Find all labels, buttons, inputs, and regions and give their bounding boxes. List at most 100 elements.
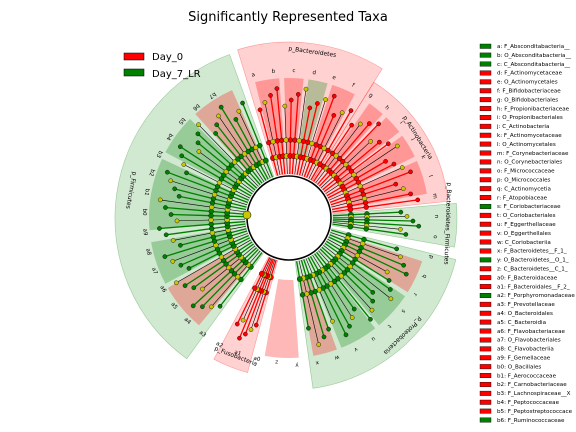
key-entry: o: F_Micrococcaceae [497,169,555,175]
tree-branch [184,259,224,287]
key-swatch [479,97,492,103]
tree-branch [284,106,287,141]
leaf-node [330,318,335,324]
key-swatch [479,239,492,245]
key-entry: r: F_Atopobiaceae [497,195,548,201]
ring-code-label: m [431,193,438,199]
tree-branch [289,100,292,141]
key-entry: h: F_Propionibacteriaceae [497,106,570,112]
tree-branch [314,291,330,330]
leaf-node [233,117,239,122]
tree-node [208,217,214,223]
leaf-node [398,209,404,215]
tree-branch [241,102,261,146]
tree-node [292,137,298,143]
key-swatch [479,266,492,272]
legend-swatch-day-7-lr [123,68,145,77]
key-swatch [479,159,492,165]
key-swatch [479,177,492,183]
key-entry: b1: F_Aerococcaceae [497,373,557,379]
ring-code-label: b4 [164,132,173,142]
leaf-node [393,181,399,187]
tree-branch [364,188,404,199]
key-entry: y: O_Bacteroidetes__O_1_ [497,258,569,264]
key-entry: a7: O_Flavobacteriales [497,338,561,344]
tree-branch [311,99,326,144]
key-swatch [479,346,492,352]
leaf-node [268,93,273,98]
leaf-node [174,218,180,224]
tree-branch [276,88,283,141]
tree-branch [323,112,343,149]
tree-branch [177,219,212,222]
leaf-node [343,332,349,338]
tree-branch [337,278,371,320]
ring-code-label: y [294,362,298,368]
key-swatch [479,319,492,325]
leaf-node [385,141,391,147]
key-swatch [479,382,492,387]
tree-branch [366,211,401,215]
key-entry: u: F_Eggerthellaceae [497,222,556,228]
ring-code-label: d [312,70,316,77]
ring-code-label: b5 [177,116,186,126]
tree-branch [359,251,407,275]
key-swatch [479,132,492,138]
key-entry: a2: F_Porphyromonadaceae [497,293,575,299]
leaf-node [209,304,214,310]
leaf-node [339,110,345,115]
leaf-node [236,108,242,114]
key-entry: f: F_Bifidobacteriaceae [497,89,561,95]
leaf-node [376,121,381,127]
key-swatch [479,212,492,218]
leaf-node [388,287,393,292]
key-entry: b0: O_Bacillales [497,364,541,370]
tree-node [257,143,263,149]
tree-branch [264,102,274,142]
ring-labels: a b c d e f g h i j k l m n o p q r s t u v w x y z a0 a1 a2 a3 a4 a5a6… [141,68,439,368]
taxon-band [297,79,328,159]
tree-branch [159,223,212,230]
key-swatch [479,310,492,316]
leaf-node [331,113,337,118]
key-swatch [479,293,492,298]
tree-branch [250,291,265,330]
tree-branch [366,219,413,222]
tree-node [363,204,369,210]
ring-code-label: a [251,72,256,79]
leaf-node [217,303,223,309]
tree-branch [216,124,242,157]
tree-branch [348,141,380,169]
leaf-node [316,342,321,347]
leaf-node [303,86,309,92]
tree-node [331,278,338,285]
tree-node [336,156,343,162]
leaf-node [401,262,406,268]
tree-branch [171,213,212,217]
tree-branch [343,272,374,302]
key-entry: a0: F_Bacteroidaceae [497,275,558,281]
tree-node [352,256,358,262]
tree-branch [366,216,407,218]
ring-code-label: q [421,273,428,279]
ring-code-label: e [331,75,337,82]
leaf-node [288,97,294,103]
tree-branch [165,206,212,213]
tree-node [335,276,341,282]
key-swatch [479,301,492,307]
tree-branch [360,167,403,187]
leaf-node [386,278,392,283]
key-entry: x: F_Bacteroidetes__F_1_ [497,249,567,255]
tree-branch [201,273,235,308]
leaf-node [218,104,224,110]
leaf-node [214,122,219,128]
tree-branch [301,294,310,329]
tree-nodes [157,86,422,347]
taxon-band [308,84,355,164]
ring-code-label: r [411,292,418,298]
tree-branch [333,281,355,310]
key-entry: j: C_Actinobacteria [496,124,549,130]
leaf-node [178,242,183,248]
key-entry: i: O_Propionibacteriales [497,115,563,121]
